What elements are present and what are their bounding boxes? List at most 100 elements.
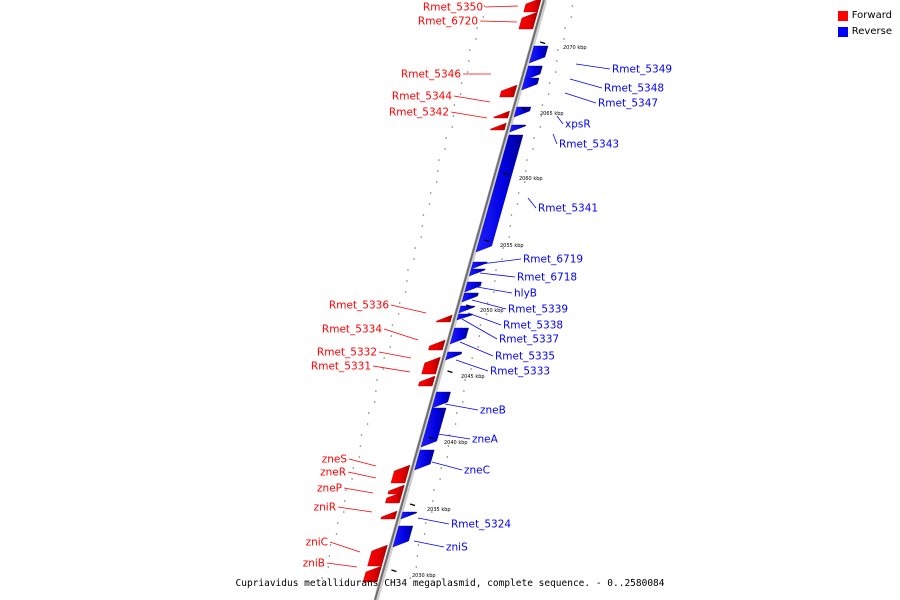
gene-label[interactable]: Rmet_5346 bbox=[401, 69, 461, 81]
gene-label[interactable]: Rmet_5324 bbox=[451, 519, 511, 531]
gene-arrow[interactable] bbox=[387, 484, 405, 495]
gene-zniB[interactable] bbox=[362, 565, 382, 583]
gene-zneP[interactable] bbox=[385, 491, 403, 504]
gene-label[interactable]: Rmet_5349 bbox=[612, 64, 672, 76]
gene-zneB[interactable] bbox=[431, 391, 451, 409]
gene-arrow[interactable] bbox=[528, 45, 549, 64]
gene-label[interactable]: zneA bbox=[472, 434, 499, 446]
gene-arrow[interactable] bbox=[524, 65, 543, 81]
gene-label[interactable]: Rmet_6720 bbox=[418, 16, 478, 28]
gene-label[interactable]: Rmet_5347 bbox=[598, 98, 658, 110]
gene-label[interactable]: Rmet_5344 bbox=[392, 91, 452, 103]
gene-Rmet_5346[interactable] bbox=[499, 84, 518, 98]
gene-Rmet_5347[interactable] bbox=[521, 77, 540, 91]
gene-Rmet_6718[interactable] bbox=[468, 268, 486, 277]
gene-Rmet_5334[interactable] bbox=[428, 339, 446, 351]
gene-label[interactable]: hlyB bbox=[514, 288, 537, 300]
gene-label[interactable]: Rmet_5338 bbox=[503, 320, 563, 332]
gene-arrow[interactable] bbox=[421, 356, 441, 375]
gene-arrow[interactable] bbox=[431, 391, 451, 409]
gene-label[interactable]: zniS bbox=[446, 542, 468, 554]
gene-label[interactable]: zneR bbox=[320, 467, 346, 479]
gene-arrow[interactable] bbox=[523, 0, 542, 13]
gene-label[interactable]: Rmet_6718 bbox=[517, 272, 577, 284]
gene-arrow[interactable] bbox=[475, 134, 524, 253]
gene-Rmet_5344[interactable] bbox=[493, 110, 511, 119]
gene-Rmet_6719[interactable] bbox=[470, 261, 488, 270]
gene-label[interactable]: Rmet_5341 bbox=[538, 203, 598, 215]
gene-arrow[interactable] bbox=[509, 124, 527, 133]
gene-label[interactable]: Rmet_5348 bbox=[604, 83, 664, 95]
gene-arrow[interactable] bbox=[428, 339, 446, 351]
gene-arrow[interactable] bbox=[458, 305, 476, 314]
gene-zniS[interactable] bbox=[392, 525, 414, 548]
gene-label[interactable]: xpsR bbox=[565, 119, 591, 131]
gene-Rmet_5324[interactable] bbox=[400, 511, 418, 520]
gene-Rmet_5339[interactable] bbox=[461, 292, 479, 303]
gene-zniC[interactable] bbox=[367, 544, 388, 567]
gene-arrow[interactable] bbox=[414, 449, 435, 471]
gene-Rmet_5336[interactable] bbox=[436, 314, 453, 323]
gene-Rmet_6720[interactable] bbox=[518, 11, 538, 30]
gene-arrow[interactable] bbox=[513, 106, 532, 118]
gene-label[interactable]: Rmet_5331 bbox=[311, 361, 371, 373]
gene-arrow[interactable] bbox=[367, 544, 388, 567]
gene-label[interactable]: zneB bbox=[480, 405, 506, 417]
gene-label[interactable]: Rmet_5337 bbox=[499, 334, 559, 346]
gene-zniR[interactable] bbox=[380, 510, 398, 520]
gene-label[interactable]: Rmet_5334 bbox=[322, 324, 382, 336]
gene-Rmet_5338[interactable] bbox=[458, 305, 476, 314]
gene-zneA[interactable] bbox=[420, 407, 447, 448]
gene-Rmet_5348[interactable] bbox=[524, 65, 543, 81]
gene-arrow[interactable] bbox=[420, 407, 447, 448]
gene-Rmet_5350[interactable] bbox=[523, 0, 542, 13]
gene-arrow[interactable] bbox=[390, 464, 411, 484]
gene-arrow[interactable] bbox=[521, 77, 540, 91]
gene-label[interactable]: Rmet_5332 bbox=[317, 347, 377, 359]
gene-Rmet_5342[interactable] bbox=[490, 122, 507, 131]
gene-label[interactable]: Rmet_6719 bbox=[523, 254, 583, 266]
gene-arrow[interactable] bbox=[490, 122, 507, 131]
gene-label[interactable]: Rmet_5342 bbox=[389, 107, 449, 119]
gene-Rmet_5331[interactable] bbox=[418, 375, 436, 387]
gene-label[interactable]: Rmet_5336 bbox=[329, 300, 389, 312]
gene-arrow[interactable] bbox=[470, 261, 488, 270]
gene-Rmet_5343[interactable] bbox=[509, 124, 527, 133]
gene-Rmet_5341[interactable] bbox=[475, 134, 524, 253]
gene-arrow[interactable] bbox=[436, 314, 453, 323]
gene-arrow[interactable] bbox=[449, 327, 469, 345]
gene-label[interactable]: zneC bbox=[464, 465, 490, 477]
gene-label[interactable]: Rmet_5339 bbox=[508, 304, 568, 316]
gene-Rmet_5333[interactable] bbox=[445, 351, 463, 361]
gene-arrow[interactable] bbox=[380, 510, 398, 520]
gene-label[interactable]: zneS bbox=[322, 454, 348, 466]
gene-label[interactable]: zneP bbox=[317, 483, 342, 495]
gene-arrow[interactable] bbox=[468, 268, 486, 277]
gene-arrow[interactable] bbox=[461, 292, 479, 303]
gene-zneC[interactable] bbox=[414, 449, 435, 471]
gene-label[interactable]: zniC bbox=[306, 537, 328, 549]
gene-arrow[interactable] bbox=[518, 11, 538, 30]
gene-arrow[interactable] bbox=[418, 375, 436, 387]
gene-arrow[interactable] bbox=[445, 351, 463, 361]
gene-arrow[interactable] bbox=[493, 110, 511, 119]
gene-zneR[interactable] bbox=[387, 484, 405, 495]
gene-label[interactable]: zniB bbox=[303, 558, 325, 570]
gene-Rmet_5349[interactable] bbox=[528, 45, 549, 64]
gene-Rmet_5337[interactable] bbox=[456, 313, 473, 321]
gene-arrow[interactable] bbox=[456, 313, 473, 321]
gene-Rmet_5332[interactable] bbox=[421, 356, 441, 375]
gene-arrow[interactable] bbox=[362, 565, 382, 583]
gene-arrow[interactable] bbox=[464, 281, 482, 293]
gene-arrow[interactable] bbox=[385, 491, 403, 504]
gene-label[interactable]: Rmet_5343 bbox=[559, 139, 619, 151]
gene-arrow[interactable] bbox=[400, 511, 418, 520]
gene-label[interactable]: zniR bbox=[314, 502, 336, 514]
gene-label[interactable]: Rmet_5333 bbox=[490, 366, 550, 378]
gene-arrow[interactable] bbox=[392, 525, 414, 548]
gene-label[interactable]: Rmet_5350 bbox=[423, 2, 483, 14]
gene-Rmet_5335[interactable] bbox=[449, 327, 469, 345]
gene-zneS[interactable] bbox=[390, 464, 411, 484]
gene-xpsR[interactable] bbox=[513, 106, 532, 118]
gene-hlyB[interactable] bbox=[464, 281, 482, 293]
